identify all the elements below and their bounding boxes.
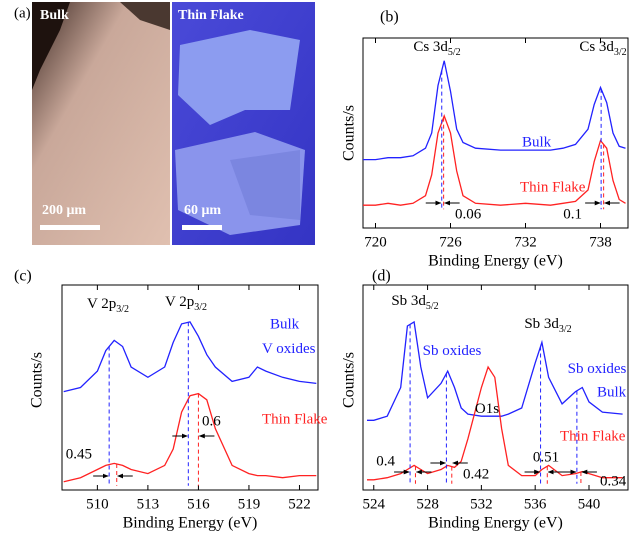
peak-annotation: Cs 3d5/2 xyxy=(413,39,460,58)
series-label: Thin Flake xyxy=(560,428,626,444)
series-line xyxy=(367,365,623,481)
x-tick-label: 532 xyxy=(470,496,493,512)
y-axis-label: Counts/s xyxy=(341,352,358,408)
x-tick-label: 720 xyxy=(364,234,387,250)
series-line xyxy=(63,392,317,483)
panel-label: (b) xyxy=(380,9,399,26)
series-line xyxy=(363,60,626,161)
shift-label: 0.4 xyxy=(376,453,395,469)
annotation-subscript: 3/2 xyxy=(614,47,627,58)
peak-annotation: V oxides xyxy=(262,341,316,357)
x-axis-label: Binding Energy (eV) xyxy=(123,515,258,532)
annotation-subscript: 5/2 xyxy=(426,301,439,312)
panel-label: (a) xyxy=(14,5,31,21)
x-tick-label: 528 xyxy=(416,496,439,512)
annotation-text: O1s xyxy=(475,401,499,417)
x-tick-label: 524 xyxy=(363,496,386,512)
series-label: Bulk xyxy=(522,134,552,150)
annotation-text: V 2p xyxy=(165,294,194,310)
shift-label: 0.34 xyxy=(600,473,627,489)
annotation-text: Sb oxides xyxy=(423,343,482,359)
annotation-text: Cs 3d xyxy=(579,39,614,55)
x-axis-label: Binding Energy (eV) xyxy=(428,515,563,532)
annotation-subscript: 3/2 xyxy=(559,324,572,335)
bulk-image xyxy=(32,2,170,245)
annotation-text: Sb 3d xyxy=(524,316,559,332)
annotation-subscript: 3/2 xyxy=(116,304,129,315)
annotation-text: Sb 3d xyxy=(391,293,426,309)
scale-bar-label: 200 μm xyxy=(42,203,86,218)
x-tick-label: 732 xyxy=(514,234,537,250)
y-axis-label: Counts/s xyxy=(29,352,46,408)
annotation-text: Cs 3d xyxy=(413,39,448,55)
series-line xyxy=(363,114,626,206)
plot-frame xyxy=(61,284,319,491)
series-line xyxy=(63,321,317,393)
annotation-subscript: 3/2 xyxy=(194,302,207,313)
bulk-edge xyxy=(32,2,70,90)
shift-label: 0.45 xyxy=(66,446,92,462)
x-tick-label: 513 xyxy=(137,496,160,512)
annotation-text: V oxides xyxy=(262,341,316,357)
x-tick-label: 519 xyxy=(238,496,261,512)
x-tick-label: 726 xyxy=(439,234,462,250)
x-tick-label: 536 xyxy=(524,496,547,512)
plot-frame xyxy=(362,37,629,229)
shift-label: 0.1 xyxy=(563,206,582,222)
image-label: Thin Flake xyxy=(178,8,244,23)
peak-annotation: Cs 3d3/2 xyxy=(579,39,626,58)
bulk-corner xyxy=(120,2,170,30)
shift-label: 0.6 xyxy=(202,413,221,429)
scale-bar xyxy=(40,225,100,230)
peak-annotation: V 2p3/2 xyxy=(165,294,207,313)
x-tick-label: 516 xyxy=(187,496,210,512)
peak-annotation: Sb oxides xyxy=(568,361,627,377)
peak-annotation: V 2p3/2 xyxy=(87,296,129,315)
peak-annotation: O1s xyxy=(475,401,499,417)
annotation-subscript: 5/2 xyxy=(448,47,461,58)
plot-frame xyxy=(362,284,629,491)
micrographs xyxy=(32,2,315,245)
x-axis-label: Binding Energy (eV) xyxy=(428,253,563,270)
series-label: Bulk xyxy=(597,384,627,400)
scale-bar-label: 60 μm xyxy=(184,203,221,218)
x-tick-label: 522 xyxy=(288,496,311,512)
annotation-text: V 2p xyxy=(87,296,116,312)
x-tick-label: 510 xyxy=(86,496,109,512)
x-tick-label: 738 xyxy=(589,234,612,250)
series-label: Thin Flake xyxy=(262,411,328,427)
peak-annotation: Sb 3d3/2 xyxy=(524,316,571,335)
panel-label: (d) xyxy=(372,268,391,285)
scale-bar xyxy=(182,225,222,230)
peak-annotation: Sb oxides xyxy=(423,343,482,359)
peak-annotation: Sb 3d5/2 xyxy=(391,293,438,312)
shift-label: 0.51 xyxy=(533,449,559,465)
y-axis-label: Counts/s xyxy=(341,105,358,161)
flake-step xyxy=(230,150,300,220)
series-line xyxy=(367,320,623,421)
shift-label: 0.42 xyxy=(463,466,489,482)
image-label: Bulk xyxy=(40,8,69,23)
shift-label: 0.06 xyxy=(455,206,482,222)
annotation-text: Sb oxides xyxy=(568,361,627,377)
x-tick-label: 540 xyxy=(578,496,601,512)
series-label: Bulk xyxy=(270,316,300,332)
flake-upper xyxy=(178,30,300,125)
panel-label: (c) xyxy=(14,268,32,285)
series-label: Thin Flake xyxy=(520,179,586,195)
